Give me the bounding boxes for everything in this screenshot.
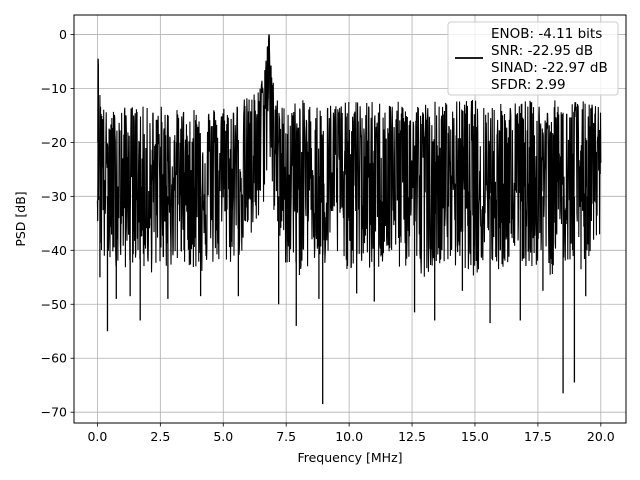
x-tick-label: 5.0: [213, 429, 233, 444]
y-tick-label: −40: [41, 243, 67, 258]
x-tick-label: 0.0: [87, 429, 107, 444]
y-tick-label: 0: [59, 27, 67, 42]
legend: ENOB: -4.11 bits SNR: -22.95 dB SINAD: -…: [447, 21, 619, 96]
x-tick-label: 12.5: [398, 429, 426, 444]
x-tick-label: 20.0: [587, 429, 615, 444]
y-tick-label: −50: [41, 297, 67, 312]
psd-trace: [96, 34, 602, 405]
y-tick-label: −60: [41, 351, 67, 366]
psd-dc-peak: [97, 58, 100, 154]
y-axis-label: PSD [dB]: [13, 191, 28, 246]
x-tick-label: 7.5: [276, 429, 296, 444]
psd-peak: [267, 34, 271, 110]
legend-snr: SNR: -22.95 dB: [491, 43, 593, 59]
y-tick-label: −20: [41, 135, 67, 150]
psd-series-line: [96, 34, 602, 277]
y-tick-label: −70: [41, 405, 67, 420]
x-tick-label: 17.5: [524, 429, 552, 444]
legend-box: [447, 21, 619, 96]
y-tick-label: −10: [41, 81, 67, 96]
x-tick-label: 2.5: [150, 429, 170, 444]
legend-enob: ENOB: -4.11 bits: [491, 26, 602, 42]
x-tick-label: 15.0: [461, 429, 489, 444]
y-axis-ticks: 0 −10 −20 −30 −40 −50 −60 −70: [41, 27, 74, 420]
x-axis-label: Frequency [MHz]: [297, 450, 402, 465]
x-tick-label: 10.0: [335, 429, 363, 444]
legend-sfdr: SFDR: 2.99: [491, 77, 566, 93]
plot-frame: [73, 14, 627, 424]
y-tick-label: −30: [41, 189, 67, 204]
legend-sinad: SINAD: -22.97 dB: [491, 60, 608, 76]
x-axis-ticks: 0.0 2.5 5.0 7.5 10.0 12.5 15.0 17.5 20.0: [87, 423, 615, 444]
